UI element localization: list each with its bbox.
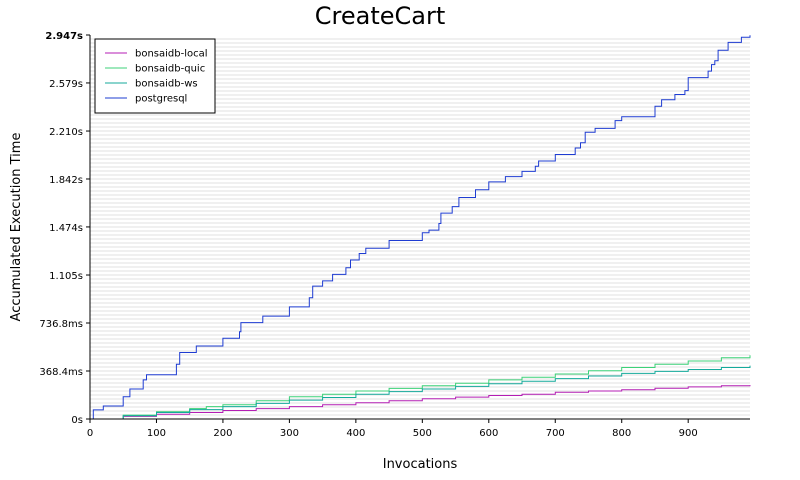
x-tick-label: 300 xyxy=(280,428,299,439)
series-line-postgresql xyxy=(90,35,751,420)
y-tick-label: 0s xyxy=(71,415,83,426)
y-tick-label: 2.947s xyxy=(45,31,83,42)
y-tick-label: 1.105s xyxy=(49,271,83,282)
x-tick-label: 700 xyxy=(546,428,565,439)
legend-label: postgresql xyxy=(135,94,187,105)
legend-label: bonsaidb-local xyxy=(135,49,208,60)
series-line-bonsaidb-local xyxy=(90,385,751,420)
series-line-bonsaidb-ws xyxy=(90,365,751,420)
y-tick-label: 1.842s xyxy=(49,175,83,186)
x-tick-label: 500 xyxy=(413,428,432,439)
x-tick-label: 800 xyxy=(612,428,631,439)
grid-layer xyxy=(90,38,750,416)
tick-layer: 0s 368.4ms 736.8ms 1.105s 1.474s 1.842s 2.210s… xyxy=(39,31,697,439)
x-tick-label: 600 xyxy=(479,428,498,439)
series-layer xyxy=(90,35,751,420)
y-tick-label: 2.579s xyxy=(49,79,83,90)
legend-label: bonsaidb-quic xyxy=(135,64,205,75)
legend: bonsaidb-local bonsaidb-quic bonsaidb-ws po… xyxy=(94,38,216,114)
legend-box xyxy=(94,38,216,114)
y-tick-label: 736.8ms xyxy=(39,319,83,330)
y-tick-label: 368.4ms xyxy=(39,367,83,378)
x-axis-title: Invocations xyxy=(383,457,458,472)
legend-label: bonsaidb-ws xyxy=(135,79,198,90)
x-tick-label: 400 xyxy=(346,428,365,439)
chart-title: CreateCart xyxy=(315,2,446,30)
x-tick-label: 0 xyxy=(87,428,93,439)
x-tick-label: 900 xyxy=(679,428,698,439)
series-line-bonsaidb-quic xyxy=(90,355,751,420)
x-tick-label: 100 xyxy=(147,428,166,439)
x-tick-label: 200 xyxy=(213,428,232,439)
y-axis-title: Accumulated Execution Time xyxy=(9,133,24,322)
y-tick-label: 1.474s xyxy=(49,223,83,234)
y-tick-label: 2.210s xyxy=(49,127,83,138)
